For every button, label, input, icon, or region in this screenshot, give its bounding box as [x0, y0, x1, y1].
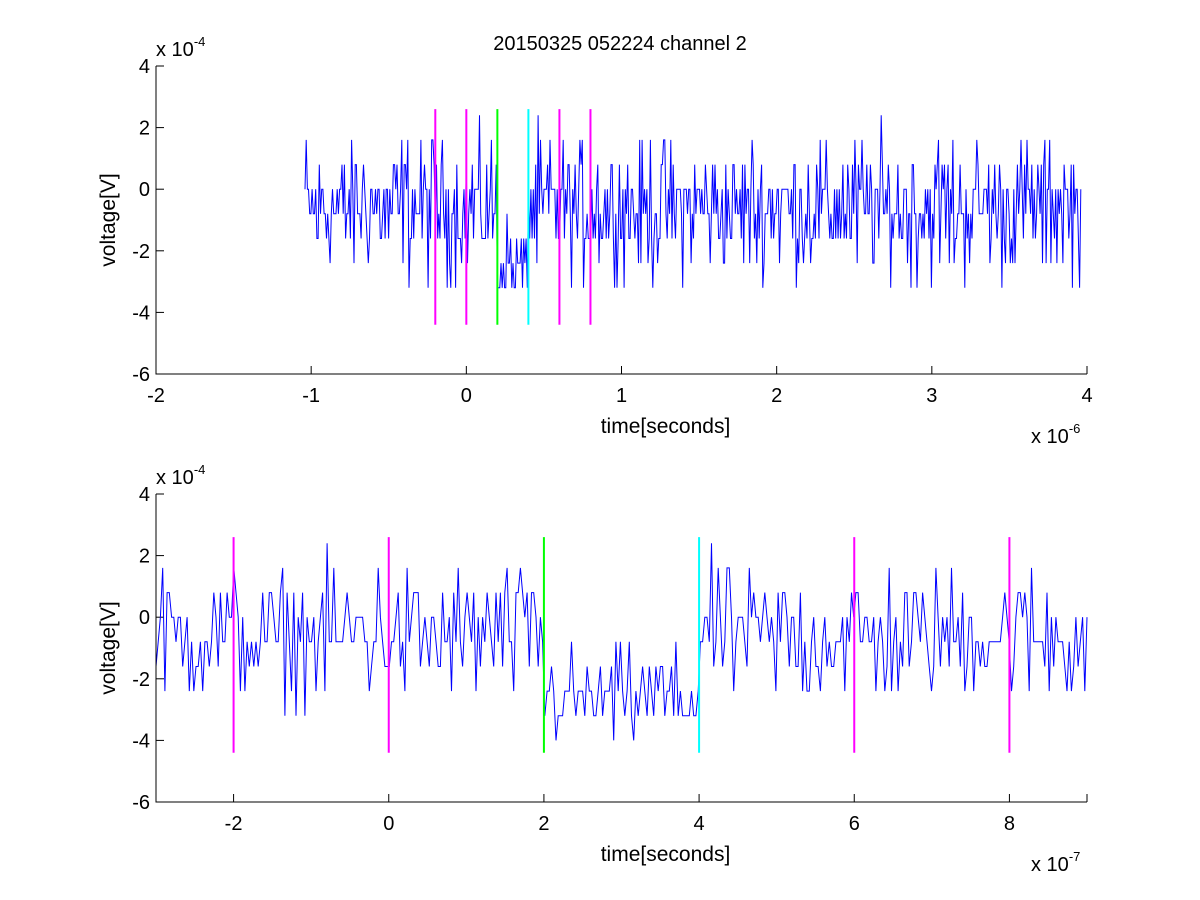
bottom-plot-signal-line	[155, 543, 1088, 741]
top-y-tick-label: -6	[132, 364, 150, 386]
bottom-y-tick-label: -6	[132, 792, 150, 814]
top-x-tick-label: 4	[1081, 385, 1092, 407]
bottom-plot-y-axis-label: voltage[V]	[97, 601, 120, 694]
bottom-x-tick-label: 6	[849, 813, 860, 835]
top-x-tick-label: -1	[302, 385, 320, 407]
bottom-plot-ticks: -2 0 2 4 6 8 -6 -4 -2 0 2 4	[132, 484, 1015, 835]
top-x-tick-label: 3	[926, 385, 937, 407]
bottom-y-tick-label: 2	[139, 546, 150, 568]
top-plot-y-axis-label: voltage[V]	[97, 173, 120, 266]
top-x-tick-label: 0	[461, 385, 472, 407]
bottom-x-tick-label: 0	[383, 813, 394, 835]
bottom-plot-markers	[232, 537, 1011, 753]
top-plot-x-exponent: x 10-6	[1031, 421, 1080, 448]
top-x-tick-label: 1	[616, 385, 627, 407]
bottom-y-tick-label: -2	[132, 669, 150, 691]
bottom-x-tick-label: 4	[694, 813, 705, 835]
bottom-y-tick-label: 0	[139, 607, 150, 629]
bottom-plot-y-exponent: x 10-4	[156, 462, 205, 489]
top-plot-signal-line	[304, 115, 1082, 289]
top-x-tick-label: -2	[147, 385, 165, 407]
top-plot: -2 -1 0 1 2 3 4 -6 -4 -2 0 2 4 time[seconds] voltage…	[97, 34, 1093, 448]
bottom-plot-x-axis-label: time[seconds]	[601, 843, 731, 866]
bottom-plot: -2 0 2 4 6 8 -6 -4 -2 0 2 4 time[seconds] voltage[V…	[97, 462, 1088, 876]
bottom-x-tick-label: -2	[225, 813, 243, 835]
bottom-y-tick-label: -4	[132, 730, 150, 752]
top-plot-axes-frame	[155, 66, 1087, 375]
bottom-x-tick-label: 8	[1004, 813, 1015, 835]
top-plot-x-axis-label: time[seconds]	[601, 415, 731, 438]
bottom-y-tick-label: 4	[139, 484, 150, 506]
bottom-plot-axes-frame	[155, 494, 1087, 803]
top-y-tick-label: -4	[132, 302, 150, 324]
top-plot-markers	[434, 109, 592, 325]
top-plot-y-exponent: x 10-4	[156, 34, 205, 61]
top-y-tick-label: 2	[139, 118, 150, 140]
top-x-tick-label: 2	[771, 385, 782, 407]
top-y-tick-label: 0	[139, 179, 150, 201]
top-y-tick-label: -2	[132, 241, 150, 263]
top-y-tick-label: 4	[139, 56, 150, 78]
bottom-x-tick-label: 2	[538, 813, 549, 835]
figure-title: 20150325 052224 channel 2	[493, 33, 747, 55]
bottom-plot-x-exponent: x 10-7	[1031, 849, 1080, 876]
